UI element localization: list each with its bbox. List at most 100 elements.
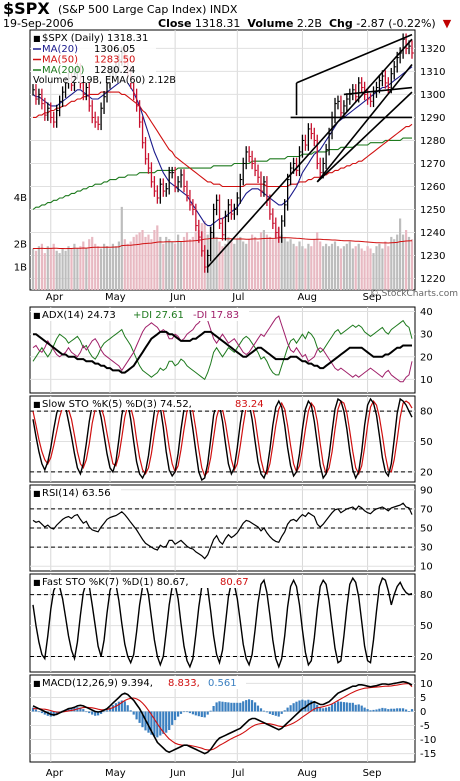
macd-histogram-bar bbox=[265, 711, 268, 713]
macd-legend-signal: 8.833, bbox=[168, 678, 200, 689]
volume-bar bbox=[97, 246, 100, 290]
volume-bar bbox=[218, 241, 221, 290]
macd-histogram-bar bbox=[372, 709, 375, 712]
volume-bar bbox=[221, 246, 224, 290]
volume-bar bbox=[94, 243, 97, 290]
macd-histogram-bar bbox=[336, 701, 340, 712]
adx-legend-swatch: ■ bbox=[33, 311, 41, 320]
volume-bar bbox=[165, 236, 168, 290]
macd-histogram-bar bbox=[330, 704, 334, 712]
macd-histogram-bar bbox=[111, 705, 114, 712]
price-tick-label: 1230 bbox=[420, 251, 445, 262]
volume-bar bbox=[197, 230, 200, 290]
close-label: Close bbox=[158, 17, 192, 30]
volume-bar bbox=[262, 230, 265, 290]
macd-histogram-bar bbox=[348, 702, 351, 712]
volume-bar bbox=[363, 250, 366, 290]
macd-histogram-bar bbox=[37, 711, 40, 713]
macd-histogram-bar bbox=[322, 708, 325, 712]
volume-bar bbox=[85, 248, 88, 290]
macd-histogram-bar bbox=[123, 701, 126, 712]
volume-bar bbox=[100, 248, 103, 290]
macd-histogram-bar bbox=[79, 707, 82, 712]
macd-histogram-bar bbox=[319, 707, 322, 712]
price-legend-swatch: ■ bbox=[33, 34, 41, 43]
volume-bar bbox=[67, 246, 70, 290]
volume-bar bbox=[177, 234, 180, 290]
price-tick-label: 1310 bbox=[420, 67, 445, 78]
volume-bar bbox=[91, 236, 94, 290]
fast-sto-tick-label: 80 bbox=[420, 590, 433, 601]
macd-histogram-bar bbox=[277, 711, 280, 717]
macd-histogram-bar bbox=[159, 711, 162, 736]
volume-bar bbox=[224, 243, 227, 290]
month-label: Aug bbox=[297, 768, 317, 779]
price-tick-label: 1290 bbox=[420, 113, 445, 124]
volume-bar bbox=[123, 239, 126, 290]
macd-histogram-bar bbox=[262, 710, 265, 712]
quote-date: 19-Sep-2006 bbox=[3, 17, 74, 30]
volume-bar bbox=[304, 248, 307, 290]
macd-histogram-bar bbox=[363, 707, 366, 712]
volume-bar bbox=[357, 243, 360, 290]
index-name-line: (S&P 500 Large Cap Index) INDX bbox=[58, 3, 237, 16]
macd-tick-label: 10 bbox=[420, 679, 433, 690]
month-label: Jul bbox=[231, 768, 244, 779]
fast-sto-tick-label: 20 bbox=[420, 652, 433, 663]
macd-histogram-bar bbox=[236, 702, 239, 712]
volume-bar bbox=[259, 232, 263, 290]
macd-histogram-bar bbox=[171, 711, 174, 725]
volume-bar bbox=[292, 243, 295, 290]
volume-bar bbox=[390, 236, 393, 290]
price-tick-label: 1240 bbox=[420, 228, 445, 239]
macd-histogram-bar bbox=[138, 711, 141, 723]
macd-histogram-bar bbox=[91, 711, 94, 715]
price-legend-value: 1283.50 bbox=[94, 55, 135, 66]
volume-bar bbox=[336, 246, 340, 290]
macd-histogram-bar bbox=[405, 709, 408, 712]
volume-bar bbox=[381, 248, 384, 290]
macd-histogram-bar bbox=[407, 711, 411, 712]
macd-histogram-bar bbox=[168, 711, 171, 730]
macd-histogram-bar bbox=[120, 700, 123, 712]
macd-histogram-bar bbox=[283, 710, 286, 712]
macd-histogram-bar bbox=[307, 699, 310, 712]
rsi-legend-swatch: ■ bbox=[33, 489, 41, 498]
volume-bar bbox=[313, 239, 316, 290]
price-legend-name: MA(200) bbox=[42, 65, 84, 76]
macd-legend-macd: MACD(12,26,9) 9.394, bbox=[42, 678, 153, 689]
macd-histogram-bar bbox=[381, 707, 384, 712]
macd-histogram-bar bbox=[328, 706, 331, 712]
volume-bar bbox=[251, 234, 254, 290]
slow-sto-tick-label: 80 bbox=[420, 407, 433, 418]
volume-bar bbox=[248, 239, 251, 290]
price-tick-label: 1300 bbox=[420, 90, 445, 101]
volume-bar bbox=[277, 227, 280, 290]
price-tick-label: 1220 bbox=[420, 274, 445, 285]
macd-histogram-bar bbox=[313, 701, 316, 712]
volume-bar bbox=[310, 246, 313, 290]
volume-bar bbox=[191, 236, 194, 290]
volume-bar bbox=[369, 248, 372, 290]
adx-tick-label: 20 bbox=[420, 352, 433, 363]
macd-histogram-bar bbox=[82, 709, 85, 712]
macd-histogram-bar bbox=[298, 700, 301, 712]
macd-histogram-bar bbox=[191, 711, 194, 715]
quote-summary: Close 1318.31 Volume 2.2B Chg -2.87 (-0.… bbox=[158, 17, 451, 30]
volume-bar bbox=[230, 241, 233, 290]
volume-bar bbox=[174, 243, 177, 290]
minus-di-line bbox=[32, 312, 413, 383]
rsi-tick-label: 90 bbox=[420, 485, 433, 496]
volume-bar bbox=[236, 239, 239, 290]
price-legend-value: 1306.05 bbox=[94, 44, 135, 55]
macd-histogram-bar bbox=[254, 702, 257, 712]
volume-bar bbox=[179, 241, 183, 290]
macd-histogram-bar bbox=[242, 701, 245, 712]
macd-histogram-bar bbox=[153, 711, 156, 737]
volume-bar bbox=[319, 241, 322, 290]
month-label: Jul bbox=[231, 292, 244, 303]
price-legend-name: MA(20) bbox=[42, 44, 78, 55]
volume-bar bbox=[396, 234, 399, 290]
volume-bar bbox=[150, 239, 153, 290]
